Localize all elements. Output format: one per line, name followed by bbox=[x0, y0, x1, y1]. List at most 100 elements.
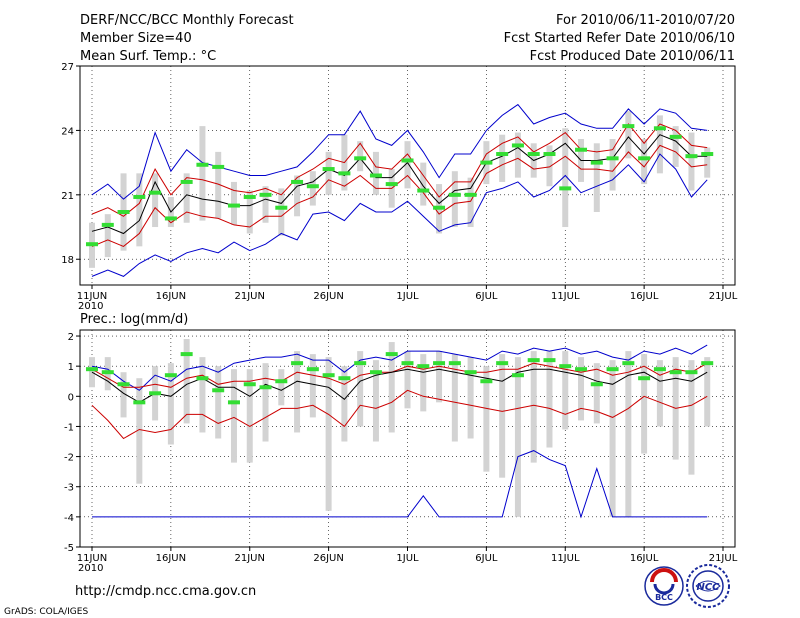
median-marker bbox=[86, 242, 98, 247]
median-marker bbox=[701, 152, 714, 157]
ncc-logo: NCC bbox=[686, 564, 730, 608]
spread-bar bbox=[451, 354, 458, 442]
median-marker bbox=[369, 173, 382, 178]
spread-bar bbox=[420, 354, 427, 412]
mean-minus-sd-line bbox=[91, 144, 708, 247]
median-marker bbox=[86, 367, 98, 372]
spread-bar bbox=[562, 128, 569, 228]
spread-bar bbox=[625, 351, 632, 517]
max-line bbox=[91, 344, 708, 391]
median-marker bbox=[322, 373, 335, 378]
header-produced-date: Fcst Produced Date 2010/06/11 bbox=[530, 49, 735, 64]
spread-bar bbox=[309, 354, 316, 418]
median-marker bbox=[259, 385, 272, 390]
spread-bar bbox=[436, 351, 443, 403]
median-marker bbox=[448, 361, 461, 366]
spread-bar bbox=[688, 360, 695, 475]
median-marker bbox=[275, 379, 288, 384]
x-tick-label: 1JUL bbox=[396, 291, 419, 302]
spread-bar bbox=[278, 188, 285, 236]
spread-bar bbox=[609, 139, 616, 191]
max-line bbox=[91, 103, 708, 200]
median-marker bbox=[117, 210, 130, 214]
y-tick-label: -3 bbox=[64, 483, 74, 494]
header-variable: Mean Surf. Temp.: °C bbox=[80, 49, 216, 64]
spread-bar bbox=[215, 151, 222, 219]
mean-plus-sd-line bbox=[91, 362, 708, 388]
y-tick-label: 0 bbox=[68, 392, 74, 403]
x-tick-label: 21JUL bbox=[709, 291, 738, 302]
y-tick-label: -2 bbox=[64, 453, 74, 464]
median-marker bbox=[133, 400, 146, 405]
median-marker bbox=[401, 361, 414, 366]
median-marker bbox=[164, 373, 177, 378]
median-marker bbox=[101, 222, 114, 227]
spread-bar bbox=[104, 214, 111, 258]
median-marker bbox=[622, 361, 635, 366]
spread-bar bbox=[215, 366, 222, 439]
x-tick-label: 16JUL bbox=[630, 291, 659, 302]
spread-bar bbox=[656, 360, 663, 427]
spread-bar bbox=[262, 186, 269, 223]
median-marker bbox=[511, 373, 524, 378]
median-marker bbox=[196, 376, 209, 381]
x-tick-label: 21JUN bbox=[235, 291, 265, 302]
median-marker bbox=[243, 382, 256, 387]
min-line bbox=[92, 450, 708, 519]
median-marker bbox=[606, 156, 619, 161]
spread-bar bbox=[357, 141, 364, 172]
x-tick-label: 11JUL bbox=[551, 291, 580, 302]
spread-bar bbox=[499, 134, 506, 182]
spread-bar bbox=[514, 357, 521, 517]
median-marker bbox=[496, 152, 509, 157]
x-tick-label: 21JUL bbox=[709, 553, 738, 564]
x-tick-label: 6JUL bbox=[475, 553, 498, 564]
footer-credit: GrADS: COLA/IGES bbox=[4, 607, 88, 617]
median-marker bbox=[417, 364, 430, 369]
precip-panel-title: Prec.: log(mm/d) bbox=[80, 312, 188, 327]
median-marker bbox=[180, 352, 193, 357]
y-tick-label: 1 bbox=[68, 362, 74, 373]
spread-bar bbox=[152, 173, 159, 228]
spread-bar bbox=[593, 363, 600, 424]
spread-bar bbox=[609, 360, 616, 517]
y-tick-label: 27 bbox=[61, 62, 74, 73]
x-tick-label: 16JUL bbox=[630, 553, 659, 564]
spread-bar bbox=[294, 175, 301, 217]
median-marker bbox=[448, 192, 461, 197]
median-marker bbox=[291, 179, 304, 184]
spread-bar bbox=[246, 369, 253, 463]
bcc-logo-text: BCC bbox=[655, 593, 673, 602]
median-marker bbox=[543, 358, 556, 363]
mean-plus-sd-line bbox=[91, 123, 708, 217]
median-marker bbox=[685, 154, 698, 159]
median-marker bbox=[638, 156, 651, 161]
x-tick-label: 16JUN bbox=[156, 291, 186, 302]
spread-bar bbox=[372, 151, 379, 195]
spread-bar bbox=[167, 363, 174, 445]
median-marker bbox=[417, 188, 430, 193]
median-marker bbox=[227, 203, 240, 208]
median-marker bbox=[464, 192, 477, 197]
median-marker bbox=[369, 370, 382, 375]
y-tick-label: 24 bbox=[61, 126, 74, 137]
x-tick-label: 16JUN bbox=[156, 553, 186, 564]
y-tick-label: 18 bbox=[61, 255, 74, 266]
median-marker bbox=[385, 352, 398, 357]
spread-bar bbox=[562, 351, 569, 430]
median-marker bbox=[243, 194, 256, 199]
header-start-date: Fcst Started Refer Date 2010/06/10 bbox=[504, 31, 735, 46]
median-marker bbox=[101, 370, 114, 375]
median-marker bbox=[653, 126, 666, 131]
header-period: For 2010/06/11-2010/07/20 bbox=[556, 13, 735, 28]
spread-bar bbox=[199, 126, 206, 221]
spread-bar bbox=[372, 360, 379, 442]
median-marker bbox=[212, 388, 225, 393]
y-tick-label: -5 bbox=[64, 543, 74, 554]
spread-bar bbox=[546, 351, 553, 448]
median-marker bbox=[622, 124, 635, 129]
spread-bar bbox=[341, 366, 348, 442]
spread-bar bbox=[467, 357, 474, 439]
spread-bar bbox=[404, 351, 411, 409]
